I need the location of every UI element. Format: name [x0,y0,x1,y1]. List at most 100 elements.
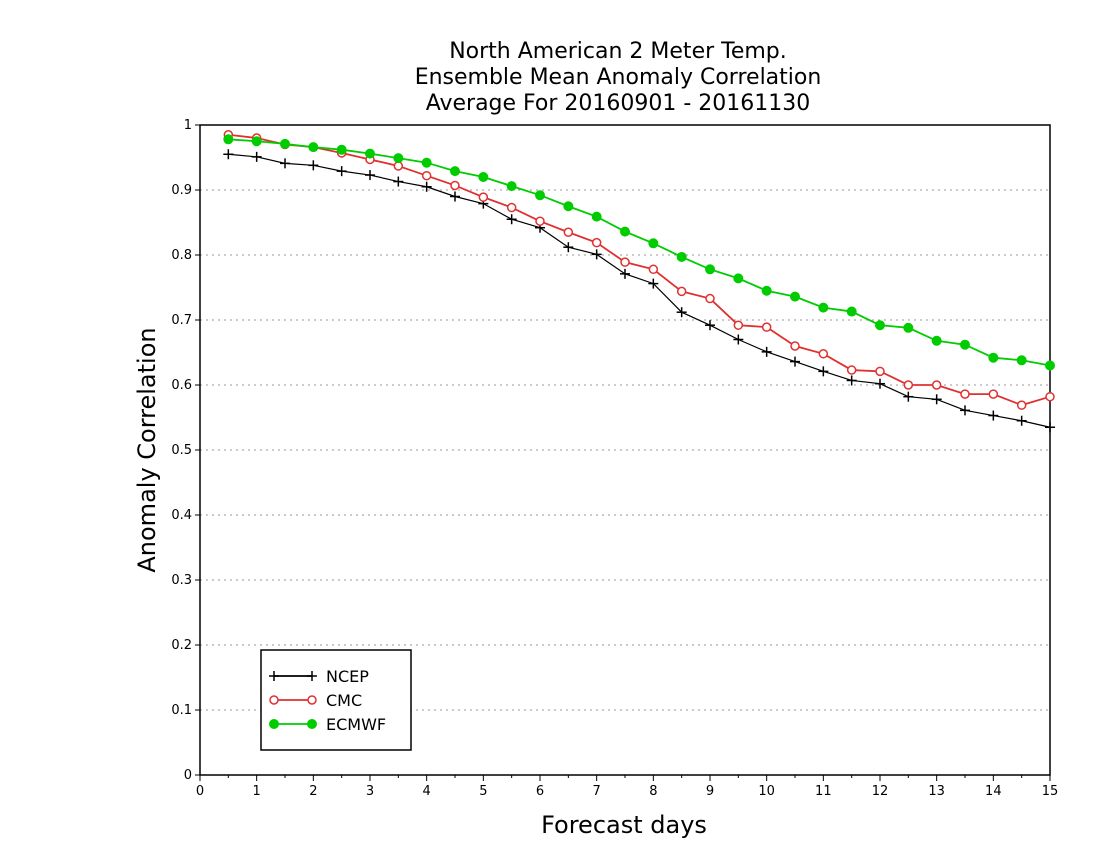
data-point-cmc [733,320,744,330]
legend-marker-ecmwf [307,719,317,729]
data-point-ncep [365,170,375,181]
x-tick-label: 15 [1042,784,1059,799]
x-tick-label: 13 [928,784,945,799]
data-point-ecmwf [280,138,290,149]
x-tick-label: 6 [536,784,544,799]
data-point-ecmwf [251,136,262,147]
data-point-cmc [506,202,517,213]
data-point-ncep [676,307,687,318]
data-point-ncep [393,176,404,187]
data-point-ecmwf [960,339,970,350]
data-point-cmc [1016,400,1027,410]
data-point-ecmwf [790,291,800,302]
data-point-ecmwf [676,251,687,262]
data-point-ncep [846,375,857,386]
data-point-ncep [960,405,970,416]
legend-label-ncep: NCEP [326,667,369,686]
data-point-ncep [790,356,800,367]
x-tick-label: 9 [706,784,714,799]
data-point-ncep [506,214,517,225]
data-point-ncep [733,334,744,345]
plot-area-frame [199,124,1051,776]
data-point-ecmwf [988,352,999,363]
data-point-ecmwf [931,335,942,346]
data-point-ecmwf [875,320,885,331]
data-point-ecmwf [393,153,404,164]
data-point-cmc [875,366,885,377]
legend: NCEP CMC ECMWF [260,649,412,751]
data-point-ecmwf [620,226,630,237]
data-point-cmc [818,349,829,359]
data-point-ecmwf [450,166,460,177]
data-point-cmc [563,227,574,237]
data-point-cmc [591,237,602,248]
chart-title-line-2: Ensemble Mean Anomaly Correlation [415,65,822,90]
data-point-ecmwf [733,273,744,284]
data-point-ecmwf [223,134,234,145]
x-tick-label: 4 [423,784,431,799]
data-point-ncep [308,160,319,171]
data-point-ecmwf [506,181,517,192]
data-point-ecmwf [365,148,375,159]
chart-title-line-1: North American 2 Meter Temp. [449,39,787,64]
data-point-ncep [1016,415,1027,426]
x-axis-ticks: 0 1 2 3 4 5 6 7 8 9 10 11 12 13 14 15 [196,775,1058,799]
legend-marker-ncep [269,671,279,681]
series-ncep [223,149,1055,433]
data-point-cmc [705,293,715,304]
y-tick-label: 0.3 [171,573,192,588]
series-line-ecmwf [228,138,1051,367]
data-point-ncep [620,268,630,279]
x-tick-label: 11 [815,784,832,799]
data-point-ecmwf [1045,360,1055,371]
y-tick-label: 0.7 [171,313,192,328]
data-point-ncep [251,151,262,162]
data-point-ecmwf [421,157,432,168]
y-tick-label: 1 [184,118,192,133]
data-point-ecmwf [308,142,319,153]
data-point-ncep [1045,422,1055,433]
data-point-cmc [478,192,489,202]
data-point-ncep [903,391,914,402]
legend-item-ncep: NCEP [269,667,369,686]
y-tick-label: 0.5 [171,443,192,458]
y-axis-label: Anomaly Correlation [133,327,161,572]
data-point-ecmwf [846,306,857,317]
series-lines [223,130,1055,433]
series-line-ncep [228,153,1051,428]
x-tick-label: 14 [985,784,1002,799]
data-point-ncep [988,410,999,421]
x-tick-label: 12 [872,784,889,799]
data-point-ncep [818,366,829,377]
data-point-ecmwf [648,238,659,249]
legend-item-ecmwf: ECMWF [269,715,386,734]
data-point-ecmwf [535,190,545,201]
chart-title: North American 2 Meter Temp. Ensemble Me… [415,39,822,116]
y-tick-label: 0.2 [171,638,192,653]
data-point-ncep [705,320,715,331]
x-axis-label: Forecast days [541,811,707,839]
data-point-cmc [450,180,460,191]
data-point-cmc [960,389,970,399]
x-tick-label: 7 [593,784,601,799]
data-point-cmc [620,257,630,267]
y-tick-label: 0.6 [171,378,192,393]
x-tick-label: 10 [758,784,775,799]
legend-marker-ncep [307,671,317,681]
y-tick-label: 0.4 [171,508,192,523]
data-point-ecmwf [818,302,829,313]
data-point-ecmwf [903,322,914,333]
data-point-ecmwf [1016,355,1027,366]
x-tick-label: 0 [196,784,204,799]
data-point-cmc [676,286,687,297]
y-tick-label: 0.9 [171,183,192,198]
data-point-cmc [903,380,914,390]
x-tick-label: 3 [366,784,374,799]
data-point-cmc [648,264,659,275]
x-tick-label: 8 [649,784,657,799]
x-tick-label: 5 [479,784,487,799]
legend-marker-ecmwf [269,719,279,729]
data-point-cmc [988,389,999,399]
legend-marker-cmc [269,695,279,705]
